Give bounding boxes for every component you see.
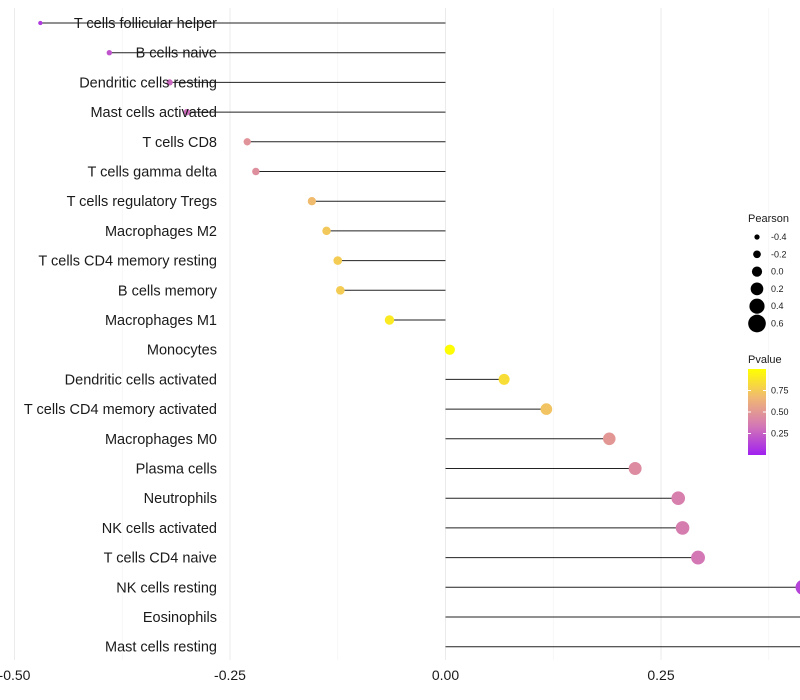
category-label: T cells gamma delta: [88, 165, 218, 181]
x-tick-label: 0.00: [432, 667, 459, 683]
category-label: NK cells resting: [116, 580, 217, 596]
pvalue-color-legend: Pvalue 0.25 0.50 0.75: [748, 354, 789, 455]
category-label: Dendritic cells activated: [65, 372, 217, 388]
colorbar-tick-label: 0.50: [771, 407, 789, 417]
pearson-size-legend: Pearson -0.4 -0.2 0.0 0.2 0.4 0.6: [748, 213, 789, 333]
size-legend-label: -0.4: [771, 232, 787, 242]
size-legend-key: [748, 314, 766, 333]
lollipop-point: [252, 167, 260, 176]
category-labels: T cells follicular helper B cells naive De…: [24, 16, 218, 656]
category-label: Monocytes: [147, 343, 217, 359]
lollipop-point: [444, 344, 455, 355]
category-label: Dendritic cells resting: [79, 75, 217, 91]
x-tick-label: -0.25: [214, 667, 246, 683]
size-legend-key: [753, 250, 761, 259]
category-label: Macrophages M2: [105, 224, 217, 240]
category-label: T cells regulatory Tregs: [67, 194, 217, 210]
size-legend-label: 0.4: [771, 301, 784, 311]
size-legend-label: 0.0: [771, 267, 784, 277]
lollipop-point: [795, 580, 800, 595]
pvalue-colorbar: [748, 369, 766, 455]
category-label: T cells CD8: [142, 135, 217, 151]
lollipop-point: [322, 226, 331, 236]
category-label: Neutrophils: [144, 491, 217, 507]
lollipop-point: [671, 491, 686, 505]
lollipop-point: [384, 315, 395, 325]
category-label: Macrophages M0: [105, 432, 217, 448]
category-label: NK cells activated: [102, 521, 217, 537]
lollipop-point: [691, 550, 705, 565]
category-label: T cells CD4 naive: [104, 551, 217, 567]
grid-lines: [14, 8, 770, 660]
x-tick-label: 0.25: [647, 667, 674, 683]
lollipop-point: [498, 373, 510, 385]
lollipop-point: [106, 50, 113, 56]
lollipop-stems: [40, 22, 800, 648]
lollipop-points: [38, 20, 800, 595]
x-tick-label: -0.50: [0, 667, 31, 683]
lollipop-point: [333, 256, 343, 265]
category-label: Mast cells activated: [90, 105, 217, 121]
lollipop-point: [183, 108, 191, 116]
lollipop-point: [307, 197, 317, 206]
lollipop-point: [335, 285, 345, 295]
size-legend-key: [751, 266, 763, 277]
lollipop-point: [628, 462, 642, 475]
lollipop-point: [603, 432, 616, 446]
x-axis-ticks: -0.50-0.250.000.250.50: [0, 667, 675, 683]
lollipop-point: [38, 20, 43, 26]
category-label: Macrophages M1: [105, 313, 217, 329]
category-label: Plasma cells: [136, 462, 217, 478]
size-legend-key: [754, 234, 760, 240]
category-label: B cells memory: [118, 283, 218, 299]
pvalue-legend-title: Pvalue: [748, 354, 782, 366]
lollipop-point: [243, 138, 251, 146]
lollipop-point: [675, 521, 690, 535]
size-legend-label: -0.2: [771, 249, 787, 259]
category-label: T cells CD4 memory activated: [24, 402, 217, 418]
colorbar-tick-label: 0.25: [771, 429, 789, 439]
size-legend-key: [750, 282, 764, 296]
size-legend-label: 0.2: [771, 284, 784, 294]
category-label: Eosinophils: [143, 610, 217, 626]
pearson-legend-title: Pearson: [748, 213, 789, 225]
category-label: B cells naive: [136, 46, 217, 62]
lollipop-point: [166, 79, 173, 86]
category-label: Mast cells resting: [105, 640, 217, 656]
size-legend-key: [749, 298, 765, 314]
lollipop-point: [540, 403, 553, 415]
size-legend-label: 0.6: [771, 319, 784, 329]
category-label: T cells CD4 memory resting: [38, 254, 217, 270]
colorbar-tick-label: 0.75: [771, 386, 789, 396]
category-label: T cells follicular helper: [74, 16, 217, 32]
